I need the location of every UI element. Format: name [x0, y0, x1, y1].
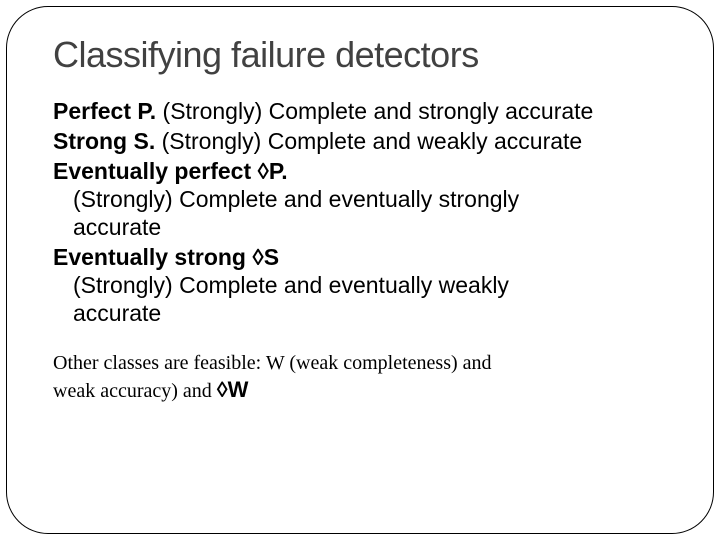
slide-title: Classifying failure detectors	[53, 35, 667, 75]
item-lead: Eventually perfect ◊P.	[53, 157, 667, 185]
slide-footer: Other classes are feasible: W (weak comp…	[53, 351, 667, 404]
slide-body: Perfect P. (Strongly) Complete and stron…	[53, 97, 667, 327]
footer-line2-prefix: weak accuracy) and	[53, 380, 217, 402]
item-desc: (Strongly) Complete and weakly accurate	[155, 128, 582, 154]
item-desc-line: accurate	[53, 213, 667, 241]
item-desc-line: (Strongly) Complete and eventually weakl…	[53, 271, 667, 299]
item-desc: (Strongly) Complete and strongly accurat…	[156, 98, 593, 124]
item-eventually-strong: Eventually strong ◊S (Strongly) Complete…	[53, 243, 667, 327]
item-desc-line: (Strongly) Complete and eventually stron…	[53, 185, 667, 213]
footer-line1: Other classes are feasible: W (weak comp…	[53, 351, 667, 376]
item-lead: Eventually strong ◊S	[53, 243, 667, 271]
slide: Classifying failure detectors Perfect P.…	[0, 0, 720, 540]
item-lead: Strong S.	[53, 128, 155, 154]
item-perfect: Perfect P. (Strongly) Complete and stron…	[53, 97, 667, 125]
item-desc-line: accurate	[53, 299, 667, 327]
item-eventually-perfect: Eventually perfect ◊P. (Strongly) Comple…	[53, 157, 667, 241]
footer-symbol: ◊W	[217, 377, 249, 402]
item-lead: Perfect P.	[53, 98, 156, 124]
item-strong: Strong S. (Strongly) Complete and weakly…	[53, 127, 667, 155]
slide-frame: Classifying failure detectors Perfect P.…	[6, 6, 714, 534]
footer-line2: weak accuracy) and ◊W	[53, 376, 667, 404]
